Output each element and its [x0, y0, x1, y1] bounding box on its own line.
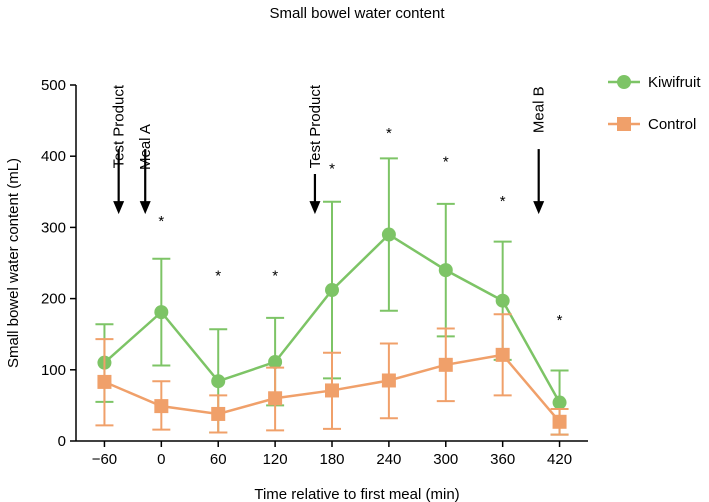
annotation-arrow-head — [533, 201, 545, 215]
x-tick-label: 120 — [263, 451, 288, 468]
y-tick-label: 500 — [41, 77, 66, 94]
x-tick-label: 360 — [490, 451, 515, 468]
x-tick-label: 420 — [547, 451, 572, 468]
y-tick-label: 400 — [41, 148, 66, 165]
data-point — [211, 406, 226, 421]
data-point — [325, 383, 339, 398]
significance-star: * — [443, 153, 449, 170]
annotations: Test Product Meal A Test Product Meal B — [111, 84, 548, 215]
legend-marker — [617, 117, 631, 131]
x-tick-label: 240 — [376, 451, 401, 468]
data-point — [154, 399, 169, 414]
significance-star: * — [215, 267, 221, 284]
x-tick-label: −60 — [92, 451, 117, 468]
significance-markers: * * * * * * * * — [158, 125, 562, 329]
annotation-label: Meal A — [137, 124, 154, 170]
data-point — [268, 354, 283, 369]
data-point — [211, 374, 226, 389]
data-point — [381, 227, 396, 242]
data-point — [154, 305, 169, 320]
y-tick-label: 100 — [41, 362, 66, 379]
x-tick-label: 300 — [433, 451, 458, 468]
annotation-label: Test Product — [111, 84, 128, 168]
legend-label: Control — [648, 116, 696, 133]
data-point — [97, 374, 112, 389]
axes: 0 100 200 300 400 500 −60 0 60 120 180 240 300 360 420 — [41, 77, 588, 468]
x-tick-label: 60 — [210, 451, 227, 468]
y-tick-label: 300 — [41, 219, 66, 236]
data-point — [495, 293, 510, 308]
series-layer — [95, 157, 569, 436]
annotation-arrow-head — [309, 201, 321, 215]
series-control — [95, 313, 569, 436]
data-point — [495, 347, 510, 362]
significance-star: * — [158, 213, 164, 230]
y-axis-label: Small bowel water content (mL) — [5, 158, 22, 368]
annotation-label: Test Product — [307, 84, 324, 168]
data-point — [552, 395, 567, 410]
x-tick-label: 0 — [157, 451, 165, 468]
annotation-label: Meal B — [531, 86, 548, 133]
significance-star: * — [500, 193, 506, 210]
y-tick-label: 200 — [41, 291, 66, 308]
data-point — [381, 373, 396, 388]
x-axis-label: Time relative to first meal (min) — [254, 486, 459, 502]
data-point — [438, 357, 453, 372]
annotation-arrow-head — [113, 201, 125, 215]
y-tick-label: 0 — [58, 433, 66, 450]
significance-star: * — [557, 312, 563, 329]
data-point — [552, 414, 567, 429]
data-point — [438, 263, 453, 278]
significance-star: * — [386, 125, 392, 142]
legend-label: Kiwifruit — [648, 74, 701, 91]
legend: Kiwifruit Control — [608, 74, 701, 133]
data-point — [268, 391, 283, 406]
significance-star: * — [329, 160, 335, 177]
x-tick-label: 180 — [319, 451, 344, 468]
annotation-arrow-head — [139, 201, 151, 215]
data-point — [325, 283, 339, 298]
significance-star: * — [272, 267, 278, 284]
legend-marker — [617, 75, 631, 89]
chart-title: Small bowel water content — [269, 5, 445, 22]
